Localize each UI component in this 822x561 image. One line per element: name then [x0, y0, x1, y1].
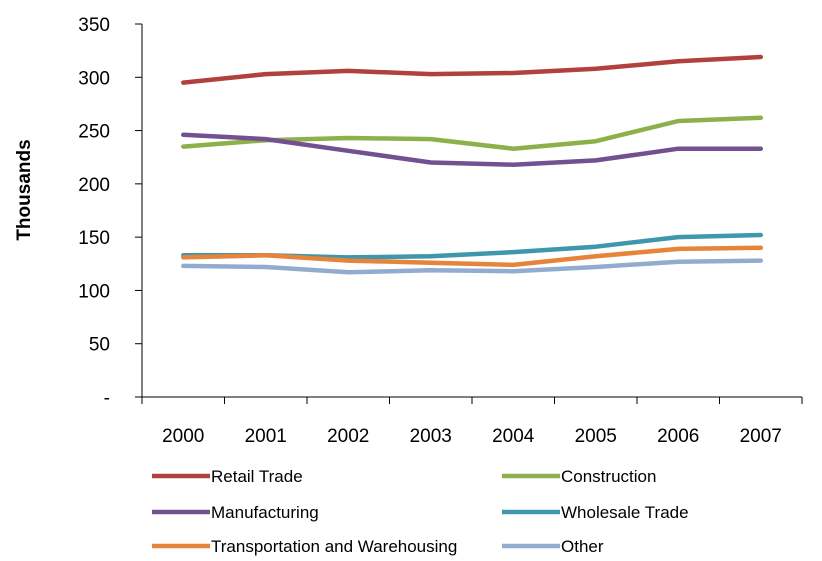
legend-item: Construction: [502, 467, 656, 486]
legend: Retail Trade Construction Manufacturing Who…: [152, 467, 689, 556]
series-line-transportation-and-warehousing: [181, 245, 764, 268]
legend-label: Manufacturing: [211, 503, 319, 522]
x-tick-label: 2007: [740, 426, 782, 447]
y-tick-label: -: [104, 388, 110, 409]
y-tick-label: 250: [78, 122, 110, 143]
y-tick-label: 200: [78, 175, 110, 196]
x-tick-label: 2001: [245, 426, 287, 447]
y-tick-label: 100: [78, 281, 110, 302]
legend-label: Other: [561, 537, 604, 556]
y-tick-label: 150: [78, 228, 110, 249]
series-lines: [181, 54, 764, 275]
y-tick-label: 350: [78, 15, 110, 36]
y-axis-ticks: - 50 100 150 200 250 300 350: [78, 15, 142, 409]
legend-item: Transportation and Warehousing: [152, 537, 457, 556]
series-line-manufacturing: [181, 132, 764, 167]
y-axis-title: Thousands: [14, 139, 35, 240]
legend-label: Retail Trade: [211, 467, 303, 486]
x-axis-ticks: 2000 2001 2002 2003 2004 2005 2006 2007: [141, 397, 803, 447]
chart-axes: [141, 24, 802, 398]
legend-item: Other: [502, 537, 604, 556]
y-tick-label: 300: [78, 68, 110, 89]
series-line-other: [181, 258, 764, 275]
x-tick-label: 2005: [575, 426, 617, 447]
legend-label: Transportation and Warehousing: [211, 537, 457, 556]
legend-item: Retail Trade: [152, 467, 303, 486]
legend-item: Manufacturing: [152, 503, 319, 522]
x-tick-label: 2000: [162, 426, 204, 447]
x-tick-label: 2004: [492, 426, 535, 447]
series-line-retail-trade: [181, 54, 764, 85]
legend-label: Construction: [561, 467, 656, 486]
x-tick-label: 2003: [410, 426, 452, 447]
x-tick-label: 2002: [327, 426, 369, 447]
legend-label: Wholesale Trade: [561, 503, 689, 522]
y-tick-label: 50: [89, 335, 110, 356]
series-line-construction: [181, 115, 764, 151]
x-tick-label: 2006: [657, 426, 699, 447]
legend-item: Wholesale Trade: [502, 503, 689, 522]
